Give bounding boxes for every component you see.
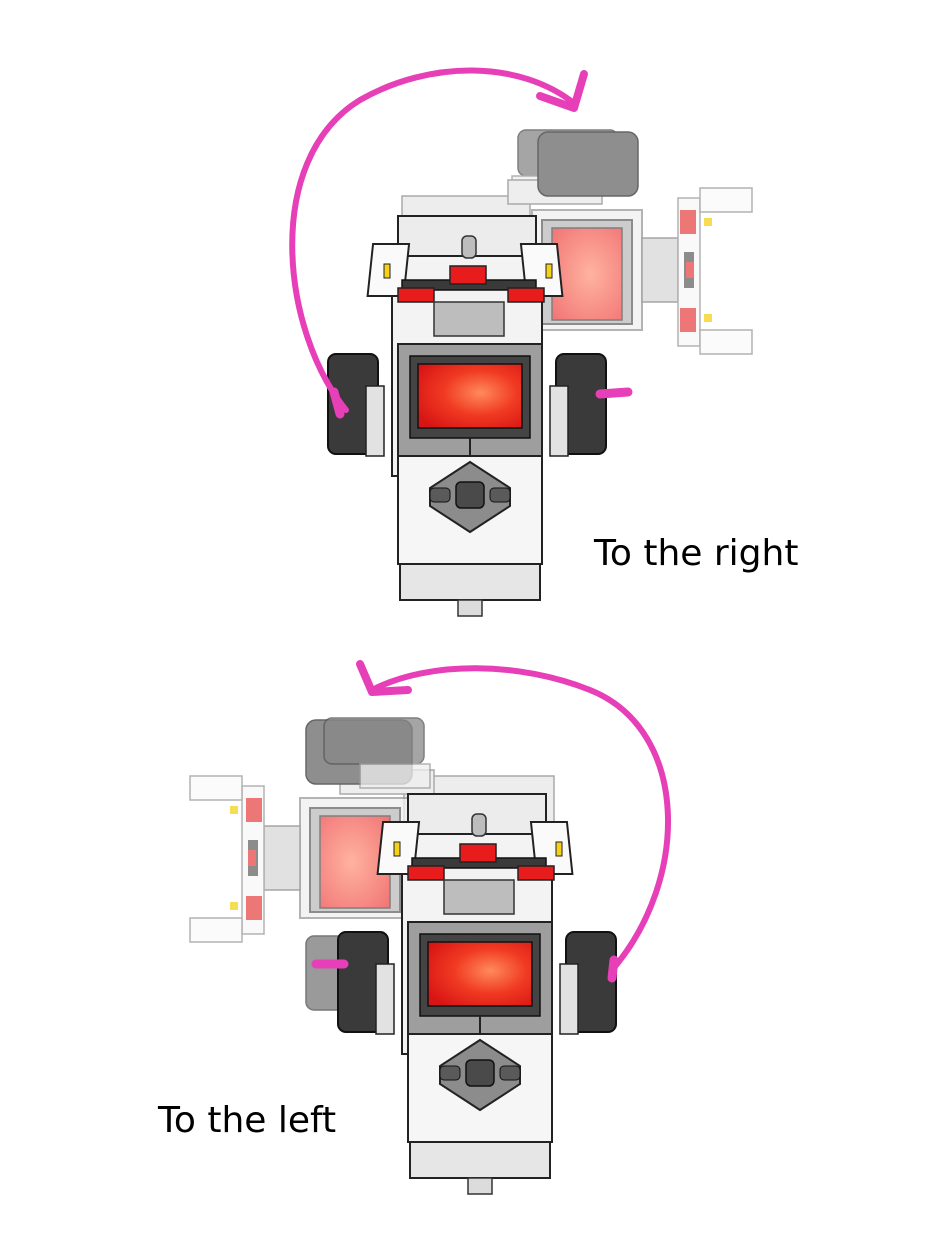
curved-arrow-icon [289, 67, 633, 419]
panel-right: To the right [289, 67, 798, 617]
curved-arrow-icon [311, 660, 671, 983]
caption-right: To the right [593, 533, 798, 574]
panel-left: To the left [157, 660, 671, 1195]
robot-left [337, 793, 617, 1195]
caption-left: To the left [157, 1100, 336, 1141]
gray-block-right [401, 131, 639, 255]
